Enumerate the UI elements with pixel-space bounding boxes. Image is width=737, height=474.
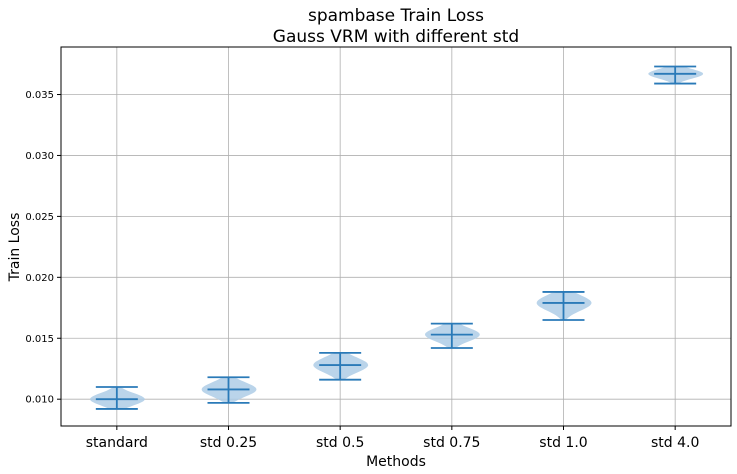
violins	[90, 65, 704, 410]
x-axis-ticks: standard std 0.25 std 0.5 std 0.75 std 1.0 st…	[86, 426, 699, 451]
y-tick-label: 0.030	[25, 151, 54, 162]
y-tick-label: 0.035	[25, 90, 54, 101]
x-axis-label: Methods	[366, 454, 426, 470]
y-tick-label: 0.020	[25, 273, 54, 284]
x-tick-label: standard	[86, 435, 148, 451]
chart-title-line-2: Gauss VRM with different std	[273, 27, 519, 47]
chart-title-line-1: spambase Train Loss	[308, 6, 484, 26]
plot-frame	[60, 46, 732, 427]
y-axis-ticks: 0.010 0.015 0.020 0.025 0.030 0.035	[25, 90, 61, 406]
y-axis-label: Train Loss	[7, 213, 23, 283]
grid	[61, 47, 731, 426]
violin-standard	[90, 386, 145, 410]
violin-std-0-25	[201, 376, 257, 404]
x-tick-label: std 0.25	[200, 435, 257, 451]
x-tick-label: std 1.0	[539, 435, 587, 451]
violin-std-0-5	[313, 351, 369, 381]
x-tick-label: std 0.75	[423, 435, 480, 451]
y-tick-label: 0.010	[25, 395, 54, 406]
y-tick-label: 0.025	[25, 212, 54, 223]
y-tick-label: 0.015	[25, 334, 54, 345]
violin-std-0-75	[425, 322, 480, 349]
x-tick-label: std 0.5	[316, 435, 364, 451]
violin-std-4-0	[648, 65, 704, 85]
x-tick-label: std 4.0	[651, 435, 699, 451]
violin-std-1-0	[536, 291, 592, 321]
